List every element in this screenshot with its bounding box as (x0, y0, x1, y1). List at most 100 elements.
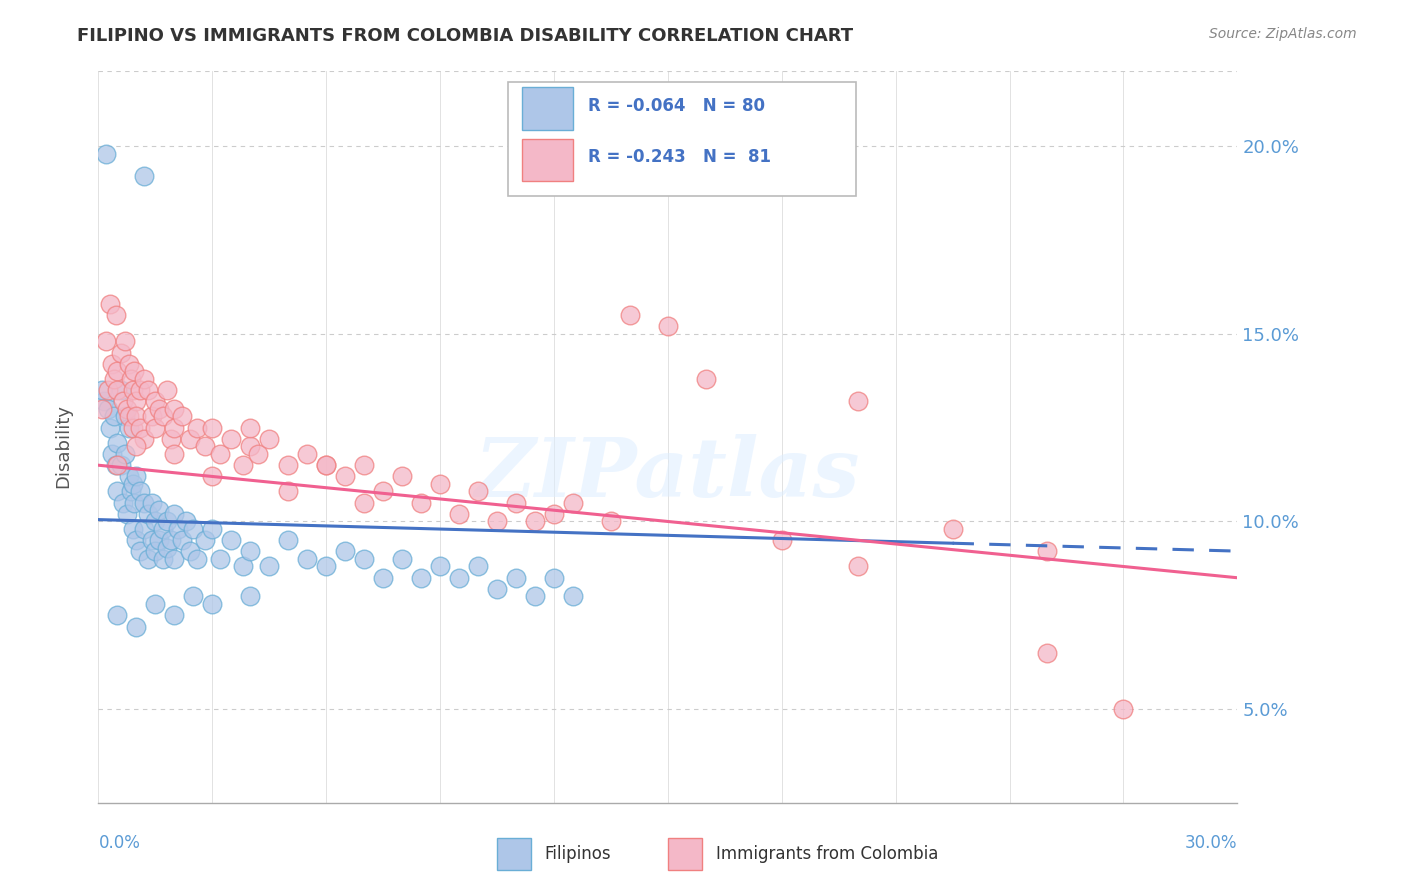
Point (239, 420, 262, 434)
Point (159, 533, 181, 548)
Point (353, 496, 375, 510)
FancyBboxPatch shape (522, 87, 574, 130)
Point (562, 496, 585, 510)
Point (141, 533, 163, 548)
Point (114, 334, 136, 349)
Point (163, 420, 186, 434)
Point (543, 507, 565, 521)
Point (194, 533, 217, 548)
Point (163, 552, 186, 566)
Point (107, 608, 129, 623)
Point (98, 420, 121, 434)
Point (183, 522, 205, 536)
Text: R = -0.243   N =  81: R = -0.243 N = 81 (588, 148, 770, 166)
Point (115, 507, 138, 521)
Point (543, 571, 565, 585)
Point (467, 484, 489, 499)
Point (600, 515, 623, 529)
Point (1036, 544, 1059, 558)
Point (1112, 702, 1135, 716)
Point (125, 440, 148, 454)
Text: Immigrants from Colombia: Immigrants from Colombia (716, 845, 938, 863)
Point (152, 552, 174, 566)
FancyBboxPatch shape (522, 138, 574, 181)
Point (239, 440, 262, 454)
Point (371, 571, 394, 585)
Point (136, 552, 159, 566)
Text: Filipinos: Filipinos (546, 845, 612, 863)
Point (98, 297, 121, 311)
Point (132, 432, 155, 446)
Point (277, 484, 299, 499)
Point (353, 552, 375, 566)
Point (259, 559, 281, 574)
Point (145, 420, 167, 434)
Point (942, 522, 965, 536)
Point (110, 383, 132, 397)
Point (114, 447, 136, 461)
Point (505, 496, 527, 510)
Point (186, 420, 208, 434)
Point (221, 533, 243, 548)
Point (371, 484, 394, 499)
Point (141, 496, 163, 510)
Point (97, 383, 120, 397)
Point (174, 515, 197, 529)
Point (132, 496, 155, 510)
Point (136, 507, 159, 521)
Point (315, 458, 337, 473)
Point (179, 432, 201, 446)
Point (1036, 646, 1059, 660)
Point (107, 383, 129, 397)
Point (486, 582, 509, 596)
Text: 0.0%: 0.0% (98, 834, 141, 852)
Text: FILIPINO VS IMMIGRANTS FROM COLOMBIA DISABILITY CORRELATION CHART: FILIPINO VS IMMIGRANTS FROM COLOMBIA DIS… (77, 27, 853, 45)
Point (141, 409, 163, 424)
Point (121, 522, 143, 536)
Point (221, 432, 243, 446)
Point (115, 401, 138, 416)
Point (112, 394, 135, 409)
Point (315, 458, 337, 473)
Point (277, 533, 299, 548)
Point (104, 308, 127, 322)
Point (429, 477, 451, 491)
Point (110, 345, 132, 359)
Point (97, 401, 120, 416)
Point (208, 552, 231, 566)
Point (846, 559, 869, 574)
Point (619, 308, 641, 322)
Point (132, 522, 155, 536)
Point (194, 440, 217, 454)
Point (118, 357, 141, 371)
Point (145, 515, 167, 529)
Point (562, 590, 585, 604)
Point (125, 533, 148, 548)
Point (152, 409, 174, 424)
Point (132, 372, 155, 386)
Point (429, 559, 451, 574)
Point (121, 420, 143, 434)
Point (163, 401, 186, 416)
Point (179, 544, 201, 558)
Point (447, 571, 470, 585)
Point (505, 571, 527, 585)
Point (411, 496, 433, 510)
Point (94, 334, 117, 349)
Text: Disability: Disability (55, 404, 72, 488)
Point (246, 447, 269, 461)
Point (145, 394, 167, 409)
Point (145, 597, 167, 611)
Point (156, 515, 179, 529)
Point (186, 552, 208, 566)
Point (120, 372, 142, 386)
Point (695, 372, 717, 386)
Point (297, 552, 319, 566)
Point (846, 394, 869, 409)
Point (297, 447, 319, 461)
Point (125, 394, 148, 409)
Point (259, 432, 281, 446)
Point (121, 383, 143, 397)
Point (125, 469, 148, 483)
Point (148, 503, 170, 517)
